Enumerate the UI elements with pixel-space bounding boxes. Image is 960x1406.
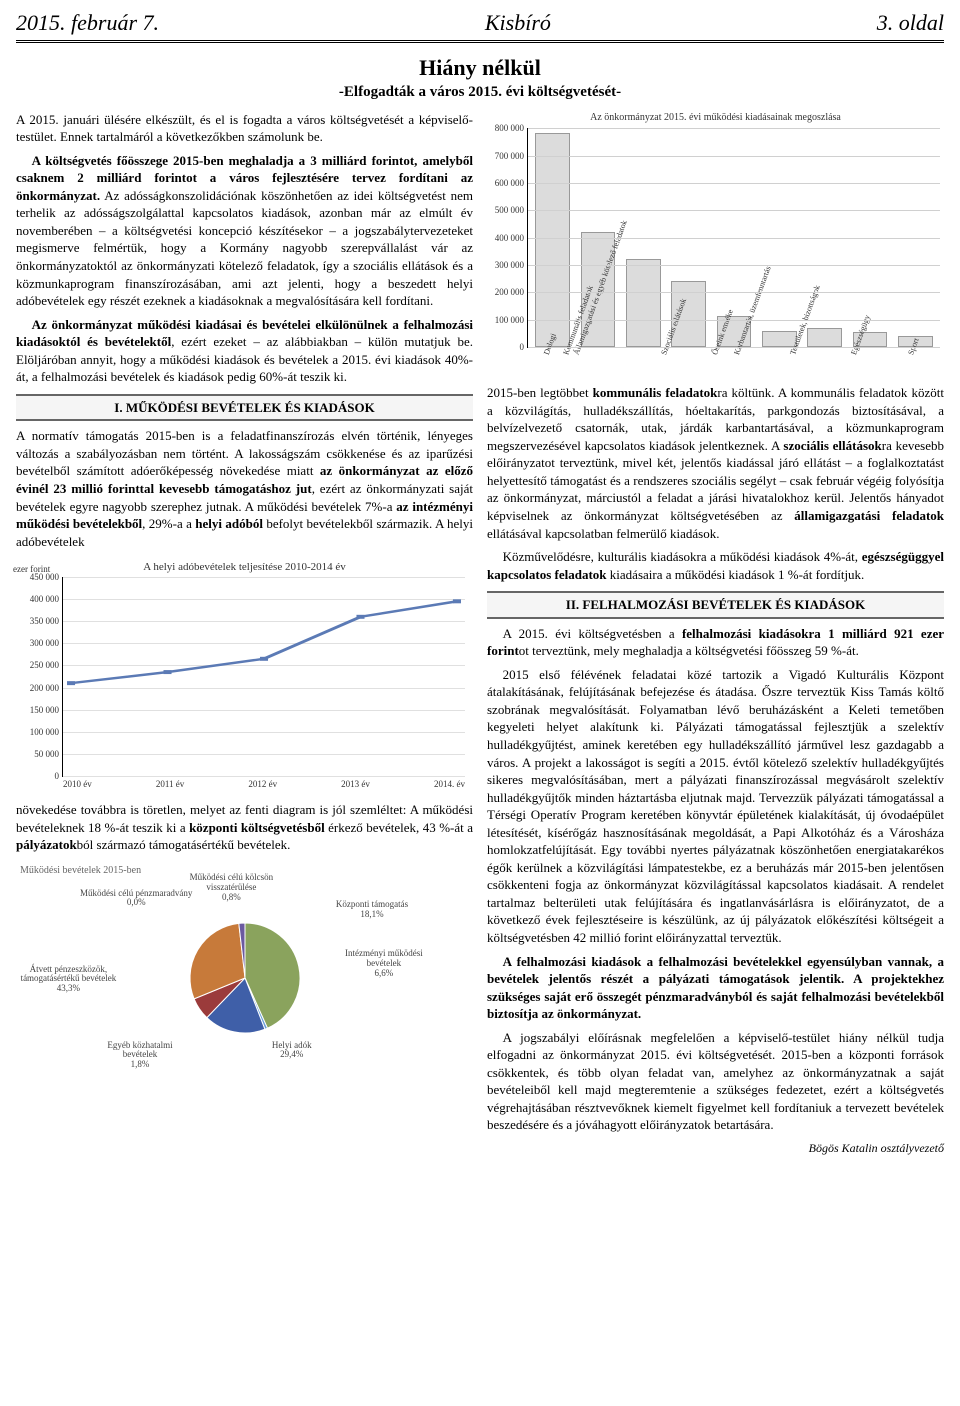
- left-p3: Az önkormányzat működési kiadásai és bev…: [16, 316, 473, 386]
- left-column: A 2015. januári ülésére elkészült, és el…: [16, 111, 473, 1157]
- bar: Sport: [898, 336, 933, 347]
- right-p5: A felhalmozási kiadások a felhalmozási b…: [487, 953, 944, 1023]
- right-p6: A jogszabályi előírásnak megfelelően a k…: [487, 1029, 944, 1134]
- header-page: 3. oldal: [877, 8, 944, 38]
- right-p2: Közművelődésre, kulturális kiadásokra a …: [487, 548, 944, 583]
- page-header: 2015. február 7. Kisbíró 3. oldal: [16, 8, 944, 43]
- right-column: Az önkormányzat 2015. évi működési kiadá…: [487, 111, 944, 1157]
- left-p2: A költségvetés főösszege 2015-ben meghal…: [16, 152, 473, 310]
- signature: Bögös Katalin osztályvezető: [487, 1140, 944, 1156]
- left-p2-rest: Az adósságkonszolidációnak köszönhetően …: [16, 188, 473, 308]
- piechart: Átvett pénzeszközök,támogatásértékű bevé…: [16, 877, 473, 1067]
- pie-label: Működési célú pénzmaradvány0,0%: [80, 889, 192, 909]
- bar: Testületek, bizottságok: [807, 328, 842, 347]
- pie-label: Egyéb közhatalmibevételek1,8%: [107, 1041, 172, 1071]
- bar: Szociális ellátások: [671, 281, 706, 347]
- pie-label: Intézményi működésibevételek6,6%: [345, 949, 423, 979]
- right-p3: A 2015. évi költségvetésben a felhalmozá…: [487, 625, 944, 660]
- right-p1: 2015-ben legtöbbet kommunális feladatokr…: [487, 384, 944, 542]
- article-subtitle: -Elfogadták a város 2015. évi költségvet…: [16, 82, 944, 102]
- article-columns: A 2015. januári ülésére elkészült, és el…: [16, 111, 944, 1157]
- barchart-title: Az önkormányzat 2015. évi működési kiadá…: [487, 111, 944, 125]
- left-p4: A normatív támogatás 2015-ben is a felad…: [16, 427, 473, 550]
- section-2-heading: II. FELHALMOZÁSI BEVÉTELEK ÉS KIADÁSOK: [487, 591, 944, 619]
- right-p4: 2015 első félévének feladatai közé tarto…: [487, 666, 944, 947]
- header-title: Kisbíró: [485, 8, 551, 38]
- barchart: DologiKommunális feladatokÁllamigazgatás…: [527, 128, 940, 348]
- left-p1: A 2015. januári ülésére elkészült, és el…: [16, 111, 473, 146]
- pie-label: Működési célú kölcsönvisszatérülése0,8%: [190, 873, 274, 903]
- header-date: 2015. február 7.: [16, 8, 159, 38]
- linechart: ezer forint 050 000100 000150 000200 000…: [62, 577, 465, 777]
- linechart-title: A helyi adóbevételek teljesítése 2010-20…: [16, 560, 473, 575]
- bar: Államigazgatási és egyéb kötelező felada…: [626, 259, 661, 347]
- pie-label: Átvett pénzeszközök,támogatásértékű bevé…: [21, 965, 117, 995]
- bar: Dologi: [535, 133, 570, 348]
- left-p5: növekedése továbbra is töretlen, melyet …: [16, 801, 473, 854]
- pie-label: Központi támogatás18,1%: [336, 900, 408, 920]
- bar: Egészségügy: [853, 332, 888, 347]
- section-1-heading: I. MŰKÖDÉSI BEVÉTELEK ÉS KIADÁSOK: [16, 394, 473, 422]
- pie-label: Helyi adók29,4%: [272, 1041, 312, 1061]
- article-title: Hiány nélkül: [16, 53, 944, 83]
